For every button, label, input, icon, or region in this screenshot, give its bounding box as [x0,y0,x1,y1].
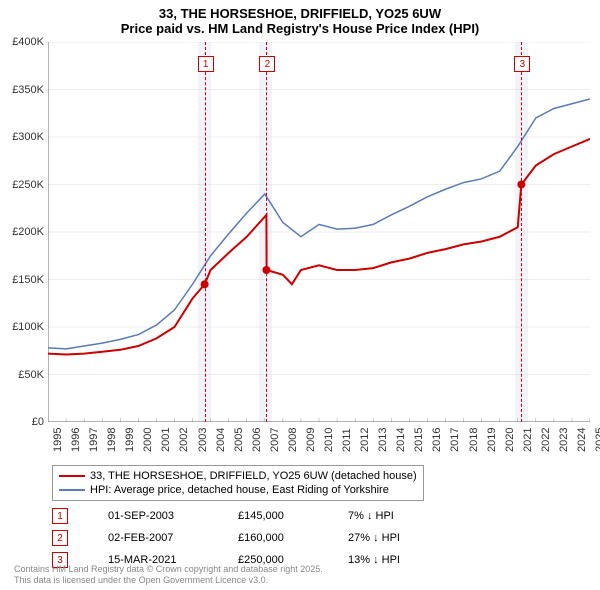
y-tick-label: £200K [0,226,44,238]
event-price: £145,000 [238,510,308,522]
event-row: 2 02-FEB-2007 £160,000 27% ↓ HPI [52,527,428,549]
x-tick-label: 1995 [52,428,64,452]
x-tick-label: 2023 [558,428,570,452]
legend-item: HPI: Average price, detached house, East… [59,483,417,497]
y-tick-label: £150K [0,274,44,286]
x-tick-label: 2006 [251,428,263,452]
event-vline [205,42,206,422]
event-vline [266,42,267,422]
event-date: 02-FEB-2007 [108,532,198,544]
y-tick-label: £350K [0,84,44,96]
chart-subtitle: Price paid vs. HM Land Registry's House … [0,21,600,36]
legend: 33, THE HORSESHOE, DRIFFIELD, YO25 6UW (… [52,465,424,501]
y-tick-label: £300K [0,131,44,143]
event-diff: 7% ↓ HPI [348,510,428,522]
x-tick-label: 2020 [504,428,516,452]
x-tick-label: 2012 [359,428,371,452]
event-diff: 27% ↓ HPI [348,532,428,544]
y-tick-label: £400K [0,36,44,48]
event-list: 1 01-SEP-2003 £145,000 7% ↓ HPI 2 02-FEB-2007… [52,505,428,571]
x-tick-label: 2000 [142,428,154,452]
x-tick-label: 2016 [431,428,443,452]
event-marker-badge: 1 [198,56,214,72]
legend-item: 33, THE HORSESHOE, DRIFFIELD, YO25 6UW (… [59,469,417,483]
series-property [48,139,590,355]
chart-title: 33, THE HORSESHOE, DRIFFIELD, YO25 6UW [0,0,600,21]
event-badge: 2 [52,530,68,546]
event-vline [521,42,522,422]
event-diff: 13% ↓ HPI [348,554,428,566]
x-tick-label: 2021 [522,428,534,452]
x-tick-label: 2019 [486,428,498,452]
x-tick-label: 2011 [341,428,353,452]
y-tick-label: £100K [0,321,44,333]
x-tick-label: 2008 [287,428,299,452]
chart-container: 33, THE HORSESHOE, DRIFFIELD, YO25 6UW P… [0,0,600,590]
legend-label: 33, THE HORSESHOE, DRIFFIELD, YO25 6UW (… [90,470,417,482]
y-tick-label: £50K [0,369,44,381]
legend-label: HPI: Average price, detached house, East… [90,484,389,496]
x-tick-label: 2014 [395,428,407,452]
x-tick-label: 2004 [215,428,227,452]
x-tick-label: 2005 [233,428,245,452]
legend-swatch-icon [59,489,85,491]
x-tick-label: 1998 [106,428,118,452]
x-tick-label: 2013 [377,428,389,452]
legend-swatch-icon [59,475,85,477]
x-tick-label: 2018 [468,428,480,452]
x-tick-label: 2009 [305,428,317,452]
x-tick-label: 2017 [449,428,461,452]
series-hpi [48,99,590,349]
x-tick-label: 1999 [124,428,136,452]
event-marker-badge: 3 [514,56,530,72]
x-tick-label: 2001 [160,428,172,452]
event-badge: 1 [52,508,68,524]
footer-line2: This data is licensed under the Open Gov… [14,575,323,586]
plot-area: 1 2 3 [48,42,590,422]
x-tick-label: 1997 [88,428,100,452]
event-date: 01-SEP-2003 [108,510,198,522]
x-tick-label: 2003 [197,428,209,452]
y-tick-label: £0 [0,416,44,428]
x-tick-label: 2007 [269,428,281,452]
x-tick-label: 1996 [70,428,82,452]
event-price: £160,000 [238,532,308,544]
footer-line1: Contains HM Land Registry data © Crown c… [14,564,323,575]
x-tick-label: 2025 [594,428,600,452]
line-chart-svg [48,42,590,422]
y-tick-label: £250K [0,179,44,191]
event-row: 1 01-SEP-2003 £145,000 7% ↓ HPI [52,505,428,527]
x-tick-label: 2015 [413,428,425,452]
x-tick-label: 2010 [323,428,335,452]
x-tick-label: 2002 [178,428,190,452]
footer-attribution: Contains HM Land Registry data © Crown c… [14,564,323,586]
x-tick-label: 2022 [540,428,552,452]
event-marker-badge: 2 [259,56,275,72]
x-tick-label: 2024 [576,428,588,452]
